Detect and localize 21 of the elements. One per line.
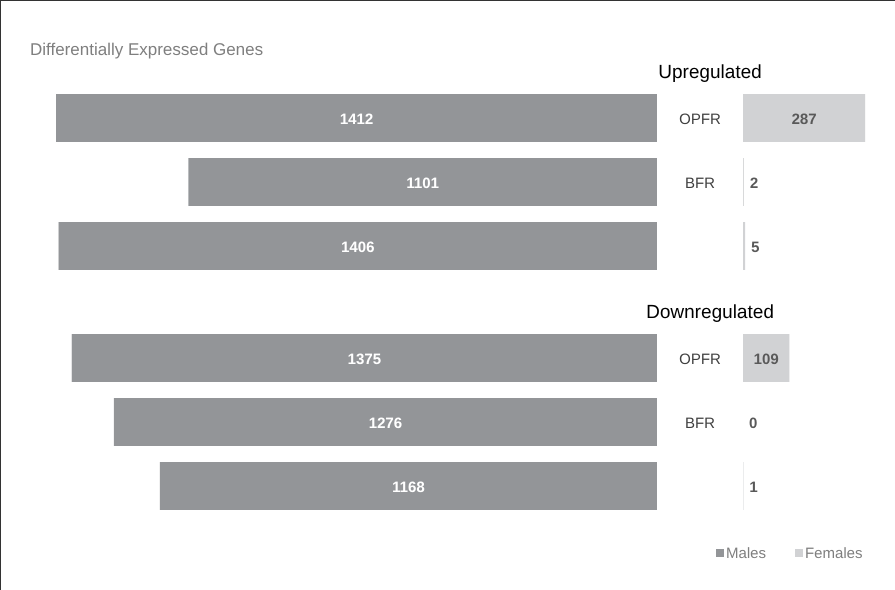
data-label: 1412: [340, 111, 374, 128]
data-label: 1101: [406, 175, 439, 192]
data-label: 2: [750, 175, 758, 192]
text: Downregulated: [646, 302, 774, 323]
y-tick-label: BFR: [685, 175, 716, 192]
y-tick-label: BFR: [685, 415, 716, 432]
data-label: 1168: [392, 479, 425, 496]
chart-title: Differentially Expressed Genes: [30, 40, 264, 59]
data-label: 1276: [368, 415, 402, 432]
legend-label: Males: [726, 545, 766, 562]
data-label: 109: [754, 351, 779, 368]
data-label: 1: [749, 479, 758, 496]
text: Upregulated: [658, 62, 762, 83]
data-label: 0: [749, 415, 758, 432]
data-label: 1375: [348, 351, 382, 368]
legend-label: Females: [805, 545, 863, 562]
data-label: 1406: [341, 239, 374, 256]
y-tick-label: OPFR: [679, 351, 721, 368]
data-label: 287: [792, 111, 817, 128]
data-label: 5: [751, 239, 760, 256]
y-tick-label: OPFR: [679, 111, 721, 128]
